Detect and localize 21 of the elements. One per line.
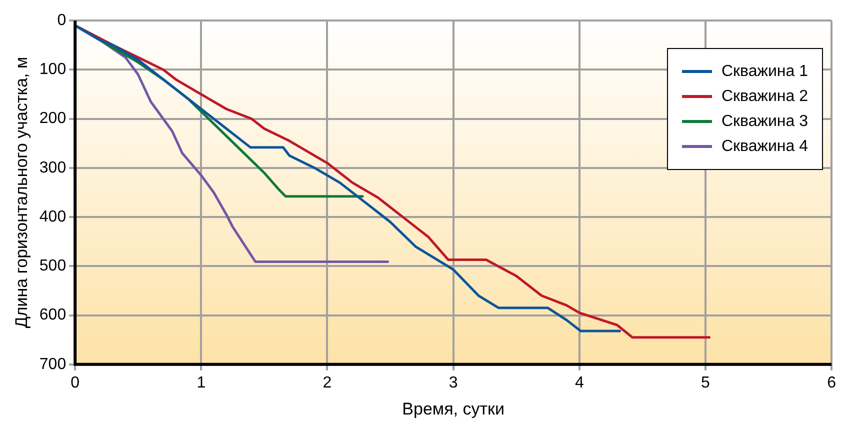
- y-tick-label: 500: [39, 258, 66, 275]
- legend-label: Скважина 2: [722, 87, 808, 107]
- legend-label: Скважина 1: [722, 62, 808, 82]
- x-tick-label: 0: [70, 374, 80, 392]
- x-tick-label: 1: [196, 374, 206, 392]
- x-tick-label: 6: [827, 374, 836, 392]
- x-tick-label: 4: [574, 374, 584, 392]
- y-tick-label: 400: [39, 208, 66, 226]
- legend-label: Скважина 4: [722, 137, 808, 157]
- x-axis-title: Время, сутки: [402, 399, 504, 418]
- y-axis-title: Длина горизонтального участка, м: [12, 56, 31, 328]
- y-tick-label: 600: [39, 306, 66, 324]
- y-tick-label: 200: [39, 110, 66, 128]
- y-tick-label: 0: [57, 12, 66, 30]
- x-tick-label: 2: [322, 374, 332, 392]
- y-tick-label: 300: [39, 159, 66, 176]
- y-tick-label: 100: [39, 61, 66, 78]
- x-tick-label: 3: [448, 374, 458, 392]
- y-tick-label: 700: [39, 356, 66, 373]
- x-tick-label: 5: [701, 374, 710, 392]
- legend-label: Скважина 3: [722, 112, 808, 132]
